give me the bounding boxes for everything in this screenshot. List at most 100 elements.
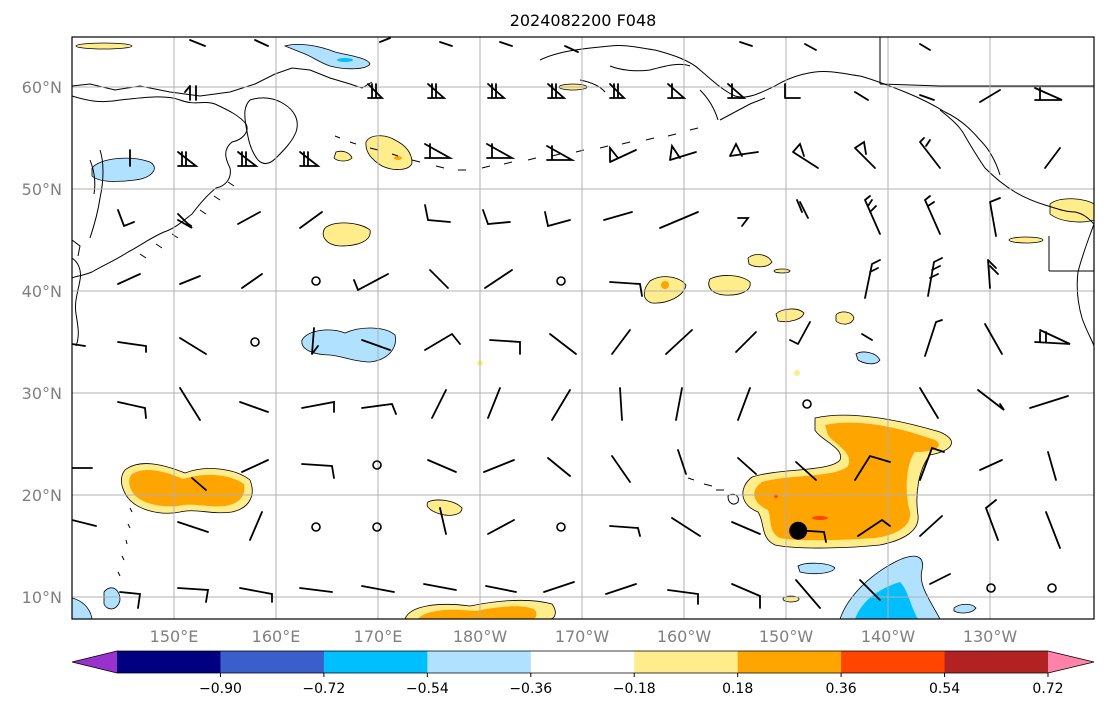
lon-label-150w: 150°W <box>759 627 814 646</box>
colorbar-swatch <box>323 651 428 673</box>
wind-barb <box>919 446 945 481</box>
shade-blob-16 <box>794 370 800 376</box>
wind-barb <box>1047 451 1057 481</box>
calm-circle <box>556 522 566 532</box>
colorbar-tick-label: −0.54 <box>406 681 449 697</box>
coast-uswest <box>1076 223 1094 347</box>
coast-bc <box>939 109 1094 225</box>
lon-label-170w: 170°W <box>555 627 610 646</box>
coast-marianas <box>117 507 133 577</box>
wind-barb <box>191 477 207 491</box>
colorbar-extend-low <box>72 651 117 673</box>
wind-barb <box>1034 329 1071 345</box>
shade-blob-2c <box>394 156 402 160</box>
wind-barb <box>499 41 513 47</box>
wind-barb <box>237 211 261 225</box>
wind-barb <box>985 499 999 541</box>
wind-barb <box>353 273 389 291</box>
shade-blob-7 <box>775 308 805 322</box>
wind-barb <box>549 333 577 355</box>
wind-barb <box>551 389 571 421</box>
wind-barb <box>1045 511 1061 549</box>
wind-barb <box>861 333 873 341</box>
shade-blob-10 <box>773 268 791 274</box>
wind-barb <box>299 587 333 593</box>
shade-blob-4 <box>643 276 687 304</box>
wind-barb <box>311 327 319 355</box>
wind-barb <box>544 211 571 228</box>
wind-barb <box>177 521 209 533</box>
wind-barb <box>619 387 623 421</box>
wind-barb <box>609 525 641 537</box>
wind-barb <box>665 329 693 355</box>
calm-circle <box>556 276 566 286</box>
shade-blob-2 <box>365 135 413 170</box>
wind-barb <box>379 37 391 43</box>
latitude-labels: 60°N 50°N 40°N 30°N 20°N 10°N <box>22 78 62 607</box>
wind-barb <box>677 449 687 475</box>
anomaly-shading <box>72 42 1094 619</box>
wind-barb <box>919 43 931 51</box>
wind-barb <box>924 319 943 357</box>
wind-barb <box>117 273 141 285</box>
shade-cool-4i <box>855 582 918 619</box>
colorbar-swatch <box>427 651 532 673</box>
wind-barb <box>854 140 876 169</box>
wind-barb <box>609 83 627 99</box>
wind-barb <box>927 257 943 297</box>
wind-barb <box>439 41 453 47</box>
wind-barb <box>423 583 457 591</box>
wind-barb <box>72 343 86 347</box>
coast-alaska-peninsula <box>699 89 766 121</box>
wind-barb <box>427 83 447 99</box>
coast-aleutians <box>334 127 699 171</box>
wind-barb <box>489 339 521 355</box>
calm-circle <box>1047 583 1057 593</box>
wind-barb <box>487 519 515 535</box>
wind-barb <box>919 515 943 537</box>
wind-barb <box>239 401 269 413</box>
wind-barb <box>737 457 757 475</box>
wind-barb <box>179 337 207 355</box>
wind-barb <box>424 332 461 351</box>
coast-japan <box>72 239 81 347</box>
lon-label-180w: 180°W <box>453 627 508 646</box>
colorbar-swatch <box>220 651 325 673</box>
wind-barb <box>546 145 576 161</box>
colorbar-swatch <box>530 651 635 673</box>
wind-barb <box>854 91 869 101</box>
colorbar-swatch <box>117 651 221 673</box>
shade-blob-4c <box>661 281 669 289</box>
wind-barb <box>919 137 941 169</box>
lat-label-10n: 10°N <box>22 588 62 607</box>
lon-label-160e: 160°E <box>252 627 301 646</box>
wind-barb <box>1044 147 1061 169</box>
wind-barb <box>667 83 687 99</box>
longitude-labels: 150°E 160°E 170°E 180°W 170°W 160°W 150°… <box>150 627 1018 646</box>
wind-barb <box>424 204 451 223</box>
coast-alaska <box>539 45 1001 176</box>
lat-label-30n: 30°N <box>22 384 62 403</box>
wind-barb <box>924 195 941 235</box>
wind-barb <box>735 331 757 353</box>
coast-hawaii <box>687 477 739 505</box>
wind-barb <box>299 211 323 229</box>
lat-label-60n: 60°N <box>22 78 62 97</box>
wind-barb <box>72 519 97 527</box>
shade-hawaii-core <box>812 516 828 520</box>
wind-barb <box>792 142 819 169</box>
shade-cool-8 <box>103 587 121 610</box>
wind-barb <box>427 459 457 473</box>
political-borders <box>879 37 1094 272</box>
colorbar-outline <box>71 650 1095 674</box>
calm-markers <box>250 276 1057 593</box>
wind-barb <box>543 581 575 593</box>
shade-blob-12 <box>75 42 133 50</box>
storm-position-marker <box>789 521 808 540</box>
wind-barb <box>177 213 193 229</box>
shade-wpac-inner <box>129 469 245 507</box>
wind-barb <box>179 275 201 285</box>
wind-barb <box>859 579 881 601</box>
shade-blob-11 <box>1008 236 1044 244</box>
